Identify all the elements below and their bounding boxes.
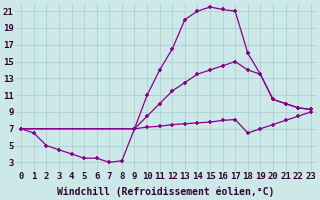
X-axis label: Windchill (Refroidissement éolien,°C): Windchill (Refroidissement éolien,°C): [57, 187, 275, 197]
